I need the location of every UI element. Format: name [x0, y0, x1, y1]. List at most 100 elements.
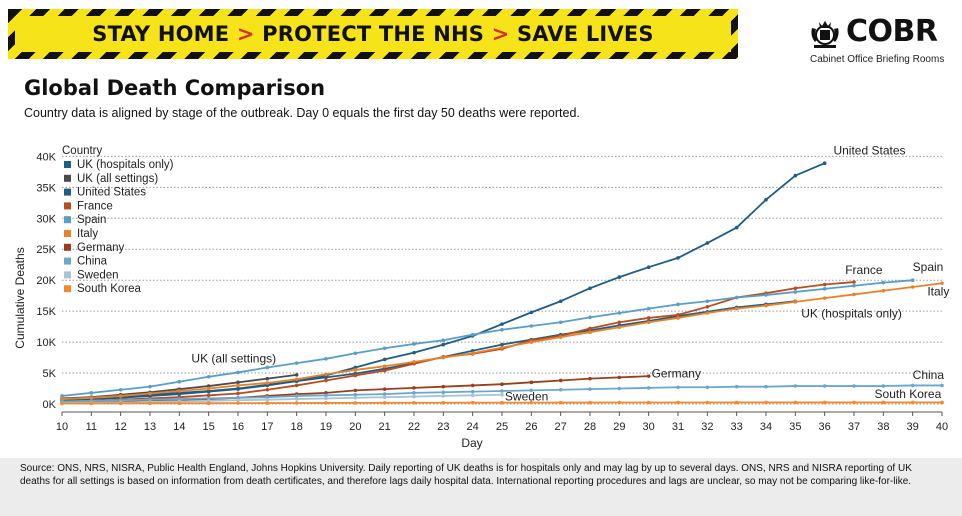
series-end-label: Sweden [505, 389, 548, 403]
data-point-south-korea [353, 401, 358, 405]
data-point-sweden [412, 394, 416, 399]
data-point-china [470, 389, 475, 394]
data-point-china [324, 393, 328, 398]
data-point-south-korea [89, 401, 94, 406]
x-tick-label: 13 [144, 421, 156, 433]
data-point-germany [500, 382, 504, 386]
data-point-italy [822, 296, 827, 300]
data-point-italy [148, 391, 152, 396]
data-point-united-states [206, 389, 211, 394]
royal-crest-icon [811, 21, 839, 48]
legend-entry: Sweden [77, 269, 119, 281]
legend-entry: United States [77, 187, 146, 199]
data-point-spain [588, 315, 592, 320]
data-point-uk-all-settings [236, 380, 240, 385]
x-tick-label: 31 [672, 421, 684, 433]
data-point-italy [236, 383, 240, 388]
data-point-uk-all-settings [294, 373, 299, 377]
data-point-china [852, 384, 856, 388]
data-point-united-states [793, 173, 798, 178]
data-point-spain [470, 332, 475, 337]
data-point-china [617, 386, 622, 391]
source-note: Source: ONS, NRS, NISRA, Public Health E… [20, 463, 912, 487]
x-tick-label: 17 [261, 421, 273, 433]
data-point-france [646, 316, 651, 320]
series-end-label: UK (hospitals only) [801, 306, 902, 320]
x-tick-label: 26 [525, 421, 537, 433]
data-point-spain [382, 346, 387, 351]
y-tick-label: 15K [36, 306, 56, 318]
data-point-spain [676, 302, 680, 307]
data-point-spain [558, 320, 563, 325]
data-point-italy [470, 351, 475, 356]
data-point-italy [764, 303, 768, 308]
data-point-spain [646, 306, 651, 311]
data-point-united-states [412, 350, 416, 355]
legend-swatch [64, 243, 71, 251]
data-point-spain [734, 295, 739, 300]
chart-end-labels: United States Spain France Italy UK (hospita… [191, 144, 949, 404]
data-point-france [236, 391, 240, 396]
data-point-germany [412, 386, 416, 390]
data-point-china [265, 395, 270, 399]
data-point-spain [236, 370, 240, 375]
data-point-france [617, 320, 622, 325]
data-point-spain [764, 293, 768, 297]
data-point-sweden [500, 392, 504, 397]
data-point-france [206, 393, 211, 398]
y-tick-label: 10K [36, 337, 56, 349]
data-point-france [265, 387, 270, 392]
legend-swatch [64, 202, 71, 210]
slogan-arrow-2: > [491, 22, 510, 46]
data-point-south-korea [236, 401, 240, 405]
chart-gridlines [62, 155, 942, 405]
data-point-germany [617, 375, 622, 380]
data-point-italy [500, 345, 504, 350]
data-point-china [881, 384, 886, 388]
data-point-south-korea [206, 401, 211, 405]
data-point-south-korea [646, 400, 651, 405]
data-point-spain [265, 365, 270, 370]
data-point-italy [881, 288, 886, 293]
data-point-uk-all-settings [206, 384, 211, 388]
legend-swatch [64, 188, 71, 196]
y-tick-label: 30K [36, 213, 56, 225]
series-line-italy [61, 282, 943, 400]
data-point-united-states [353, 365, 358, 370]
data-point-united-states [588, 286, 592, 291]
data-point-south-korea [60, 401, 64, 406]
cobr-logo: COBR Cabinet Office Briefing Rooms [800, 10, 950, 70]
cobr-logo-subtitle: Cabinet Office Briefing Rooms [810, 54, 945, 65]
data-point-china [558, 387, 563, 392]
x-tick-label: 24 [467, 421, 479, 433]
data-point-italy [294, 377, 299, 382]
data-point-south-korea [881, 400, 886, 405]
x-tick-label: 32 [701, 421, 713, 433]
data-point-south-korea [118, 401, 123, 406]
data-point-italy [177, 389, 182, 393]
data-point-italy [324, 372, 328, 377]
x-tick-label: 15 [203, 421, 215, 433]
data-point-italy [793, 300, 798, 304]
data-point-italy [588, 330, 592, 334]
data-point-uk-all-settings [265, 376, 270, 381]
data-point-china [793, 384, 798, 388]
chart-axes: 0K 5K 10K 15K 20K 25K 30K 35K 40K 10 11 12 13 14 15 16 1… [13, 151, 948, 450]
data-point-united-states [529, 310, 534, 315]
data-point-italy [734, 306, 739, 311]
series-end-label: Germany [652, 366, 701, 380]
data-point-sweden [294, 397, 299, 401]
data-point-spain [60, 394, 64, 398]
data-point-south-korea [382, 401, 387, 405]
data-point-united-states [500, 322, 504, 326]
data-point-south-korea [324, 401, 328, 405]
data-point-spain [500, 327, 504, 332]
data-point-china [646, 386, 651, 390]
data-point-united-states [676, 256, 680, 260]
data-point-italy [353, 368, 358, 372]
data-point-united-states [734, 225, 739, 230]
data-point-united-states [646, 265, 651, 269]
data-point-south-korea [676, 400, 680, 405]
data-point-china [734, 384, 739, 389]
series-line-united-states [61, 162, 826, 402]
